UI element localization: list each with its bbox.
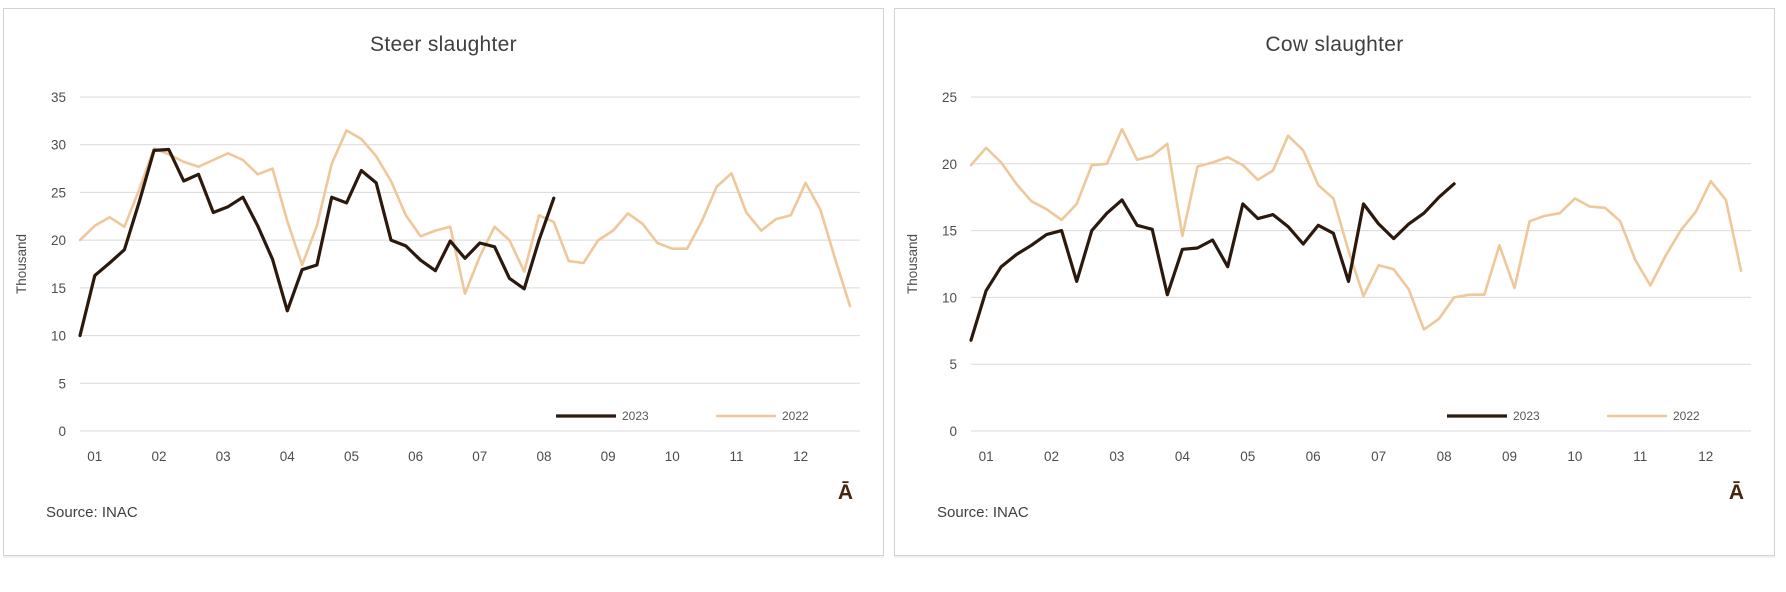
svg-text:20: 20	[942, 157, 957, 172]
svg-text:10: 10	[665, 449, 680, 464]
svg-text:2022: 2022	[782, 409, 809, 423]
svg-text:30: 30	[51, 138, 66, 153]
chart-title-steer: Steer slaughter	[370, 33, 517, 56]
svg-text:10: 10	[942, 290, 957, 305]
svg-text:08: 08	[536, 449, 551, 464]
svg-text:5: 5	[58, 376, 66, 391]
svg-text:06: 06	[408, 449, 423, 464]
svg-text:01: 01	[87, 449, 102, 464]
svg-text:02: 02	[151, 449, 166, 464]
svg-text:0: 0	[949, 424, 957, 439]
chart-title-cow: Cow slaughter	[1265, 33, 1404, 56]
svg-text:2023: 2023	[622, 409, 649, 423]
svg-text:05: 05	[1240, 449, 1255, 464]
svg-text:04: 04	[1175, 449, 1191, 464]
svg-text:Thousand: Thousand	[14, 234, 29, 294]
svg-text:25: 25	[51, 185, 66, 200]
svg-text:09: 09	[601, 449, 616, 464]
svg-text:04: 04	[280, 449, 296, 464]
svg-text:0: 0	[58, 424, 66, 439]
svg-text:06: 06	[1306, 449, 1321, 464]
svg-text:2023: 2023	[1513, 409, 1540, 423]
svg-text:03: 03	[216, 449, 231, 464]
source-label: Source: INAC	[937, 504, 1029, 521]
svg-text:35: 35	[51, 90, 66, 105]
svg-text:05: 05	[344, 449, 359, 464]
svg-text:10: 10	[51, 329, 66, 344]
steer-slaughter-panel: Steer slaughter 0 5 10 15 20 25 30 35 01 02 03 04 05…	[3, 8, 884, 556]
svg-text:10: 10	[1567, 449, 1582, 464]
svg-text:25: 25	[942, 90, 957, 105]
svg-text:5: 5	[949, 357, 957, 372]
svg-text:08: 08	[1437, 449, 1452, 464]
svg-text:07: 07	[472, 449, 487, 464]
svg-text:Thousand: Thousand	[905, 234, 920, 294]
source-label: Source: INAC	[46, 504, 138, 521]
svg-text:09: 09	[1502, 449, 1517, 464]
svg-text:11: 11	[1633, 449, 1647, 464]
svg-text:11: 11	[729, 449, 743, 464]
svg-text:15: 15	[51, 281, 66, 296]
svg-text:2022: 2022	[1673, 409, 1700, 423]
svg-text:02: 02	[1044, 449, 1059, 464]
svg-text:12: 12	[793, 449, 808, 464]
a-macron-watermark-icon: Ā	[837, 481, 853, 504]
svg-text:15: 15	[942, 224, 957, 239]
svg-text:12: 12	[1698, 449, 1713, 464]
svg-text:07: 07	[1371, 449, 1386, 464]
svg-text:03: 03	[1109, 449, 1124, 464]
cow-slaughter-panel: Cow slaughter 0 5 10 15 20 25 01 02 03 04 05 06 07 08…	[894, 8, 1775, 556]
svg-text:20: 20	[51, 233, 66, 248]
a-macron-watermark-icon: Ā	[1728, 481, 1744, 504]
svg-text:01: 01	[979, 449, 994, 464]
